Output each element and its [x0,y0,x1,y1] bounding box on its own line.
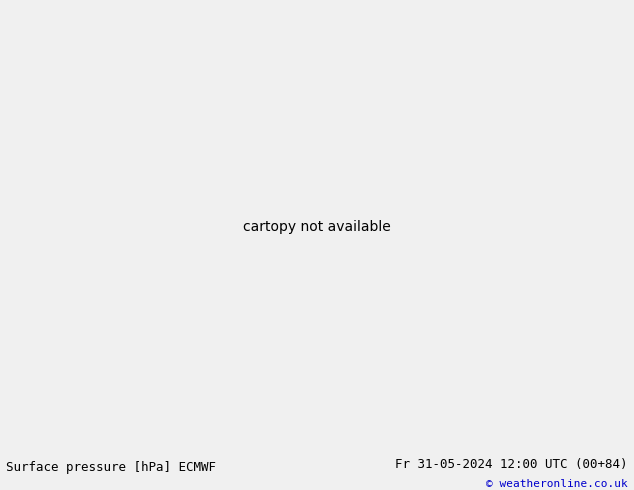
Text: Surface pressure [hPa] ECMWF: Surface pressure [hPa] ECMWF [6,462,216,474]
Text: © weatheronline.co.uk: © weatheronline.co.uk [486,480,628,490]
Text: Fr 31-05-2024 12:00 UTC (00+84): Fr 31-05-2024 12:00 UTC (00+84) [395,458,628,471]
Text: cartopy not available: cartopy not available [243,220,391,234]
